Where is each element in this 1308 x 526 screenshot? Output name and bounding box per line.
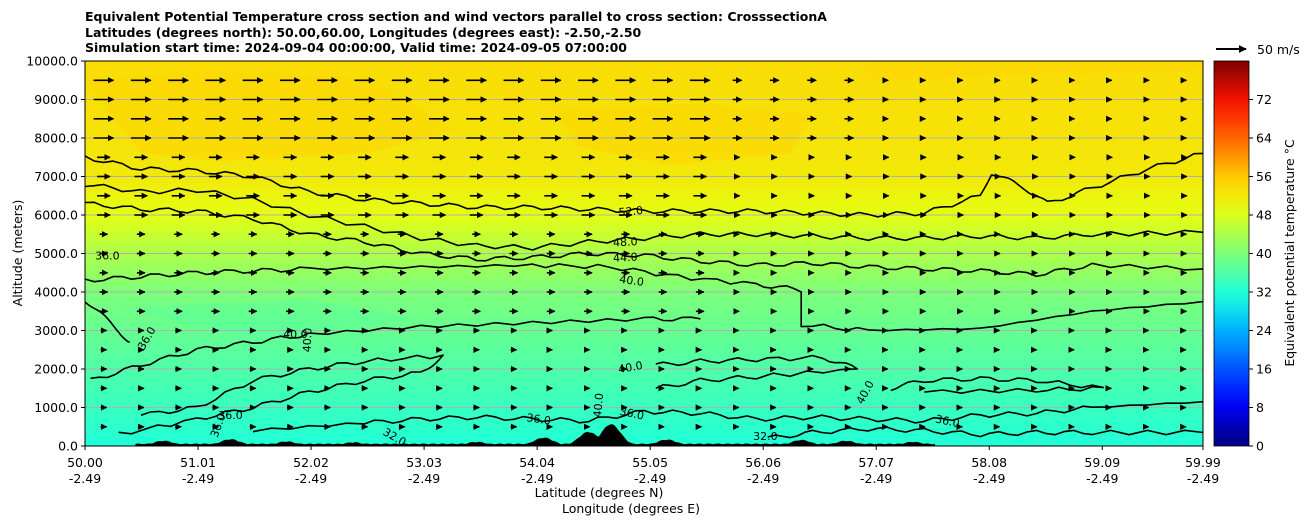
- terrain: [135, 424, 936, 446]
- x-axis: 50.00-2.4951.01-2.4952.02-2.4953.03-2.49…: [67, 446, 1221, 486]
- contour-label: 40.0: [301, 328, 315, 353]
- x-tick-label-lat: 54.04: [519, 455, 555, 470]
- contour-label: 32.0: [753, 430, 778, 443]
- x-tick-label-lon: -2.49: [408, 471, 440, 486]
- cool-patch: [118, 299, 421, 339]
- x-tick-label-lon: -2.49: [182, 471, 214, 486]
- x-tick-label-lat: 59.99: [1185, 455, 1221, 470]
- colorbar: [1213, 60, 1250, 447]
- contour-line: [767, 426, 1203, 439]
- contour-label: 52.0: [618, 204, 644, 219]
- y-tick-label: 5000.0: [34, 246, 78, 261]
- contour-label: 36.0: [526, 411, 552, 427]
- x-tick-label-lon: -2.49: [69, 471, 101, 486]
- x-tick-label-lat: 58.08: [971, 455, 1007, 470]
- contour-label: 36.0: [619, 405, 646, 423]
- colorbar-tick-label: 40: [1256, 246, 1272, 261]
- contour-line: [118, 354, 444, 435]
- contour-line: [90, 316, 701, 380]
- x-tick-label-lat: 55.05: [632, 455, 668, 470]
- x-tick-label-lon: -2.49: [973, 471, 1005, 486]
- wind-key-label: 50 m/s: [1257, 42, 1300, 57]
- x-tick-label-lat: 57.07: [858, 455, 894, 470]
- contour-line: [85, 301, 131, 343]
- colorbar-tick-label: 64: [1256, 131, 1272, 146]
- contour-label: 44.0: [613, 251, 638, 265]
- colorbar-tick-label: 16: [1256, 362, 1272, 377]
- warm-patch: [85, 72, 455, 162]
- wind-vectors: [93, 77, 1188, 430]
- x-tick-label-lon: -2.49: [1086, 471, 1118, 486]
- title-line-3: Simulation start time: 2024-09-04 00:00:…: [85, 40, 627, 55]
- contour-line: [85, 201, 1203, 278]
- y-tick-label: 3000.0: [34, 323, 78, 338]
- colorbar-tick-label: 48: [1256, 208, 1272, 223]
- contour-label: 36.0: [95, 249, 120, 262]
- y-tick-label: 4000.0: [34, 285, 78, 300]
- contour-label: 40.0: [617, 359, 643, 376]
- y-tick-label: 0.0: [58, 439, 78, 454]
- contour-label: 36.0: [934, 412, 961, 430]
- colorbar-label: Equivalent potential temperature °C: [1282, 139, 1297, 367]
- contour-line: [890, 376, 1105, 394]
- x-tick-label-lat: 51.01: [180, 455, 216, 470]
- wind-key: 50 m/s: [1216, 42, 1300, 57]
- title-line-1: Equivalent Potential Temperature cross s…: [85, 9, 827, 24]
- x-tick-label-lat: 53.03: [406, 455, 442, 470]
- y-tick-label: 1000.0: [34, 400, 78, 415]
- x-axis-title-lat: Latitude (degrees N): [535, 485, 664, 500]
- contour-label: 40.0: [591, 393, 606, 419]
- contour-label: 48.0: [613, 235, 638, 249]
- colorbar-tick-label: 24: [1256, 323, 1272, 338]
- colorbar-tick-label: 32: [1256, 285, 1272, 300]
- title-line-2: Latitudes (degrees north): 50.00,60.00, …: [85, 24, 642, 40]
- x-tick-label-lon: -2.49: [634, 471, 666, 486]
- y-tick-label: 10000.0: [26, 54, 78, 69]
- y-tick-label: 6000.0: [34, 208, 78, 223]
- colorbar-ticks: 0 8 16 24 32 40 48 56 64 72: [1249, 92, 1272, 454]
- y-tick-label: 8000.0: [34, 131, 78, 146]
- colorbar-tick-label: 0: [1256, 439, 1264, 454]
- x-tick-label-lat: 56.06: [745, 455, 781, 470]
- y-axis-title: Altitude (meters): [10, 200, 25, 307]
- x-tick-label-lat: 50.00: [67, 455, 103, 470]
- x-tick-label-lon: -2.49: [747, 471, 779, 486]
- contour-line: [655, 354, 858, 390]
- colorbar-tick-label: 8: [1256, 400, 1264, 415]
- contour-line: [85, 183, 1203, 251]
- colorbar-tick-label: 56: [1256, 169, 1272, 184]
- y-axis: 0.0 1000.0 2000.0 3000.0 4000.0 5000.0 6000.0 7…: [26, 54, 85, 454]
- contour-label: 40.0: [619, 273, 645, 289]
- contour-label: 40.0: [283, 328, 308, 341]
- chart-title: Equivalent Potential Temperature cross s…: [85, 9, 827, 56]
- x-tick-label-lon: -2.49: [295, 471, 327, 486]
- x-tick-label-lon: -2.49: [1187, 471, 1219, 486]
- y-tick-label: 2000.0: [34, 362, 78, 377]
- warm-patch: [868, 61, 1203, 81]
- contour-label: 36.0: [218, 409, 243, 422]
- x-axis-title-lon: Longitude (degrees E): [562, 501, 700, 516]
- x-tick-label-lat: 52.02: [293, 455, 329, 470]
- terrain-profile: [135, 424, 936, 446]
- x-tick-label-lon: -2.49: [860, 471, 892, 486]
- x-tick-label-lat: 59.09: [1084, 455, 1120, 470]
- y-tick-label: 9000.0: [34, 92, 78, 107]
- contour-labels: 52.048.044.040.036.036.0 40.040.040.040.0…: [95, 204, 961, 449]
- x-tick-label-lon: -2.49: [521, 471, 553, 486]
- colorbar-tick-label: 72: [1256, 92, 1272, 107]
- contour-line: [252, 400, 1203, 433]
- y-tick-label: 7000.0: [34, 169, 78, 184]
